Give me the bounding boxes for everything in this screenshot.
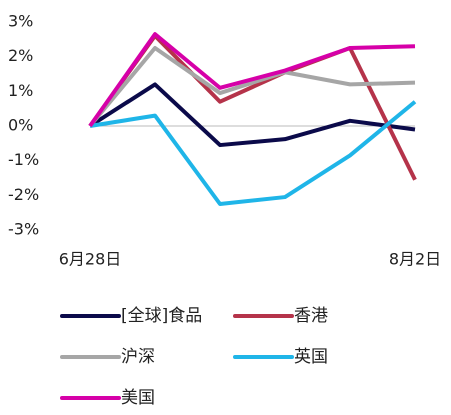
series-line xyxy=(89,100,417,206)
legend-label: 沪深 xyxy=(121,347,155,367)
legend-label: 英国 xyxy=(294,347,328,367)
series-line xyxy=(88,82,416,148)
x-tick-label: 6月28日 xyxy=(59,250,122,269)
legend-label: 美国 xyxy=(121,388,155,408)
y-tick-label: 0% xyxy=(8,116,33,135)
y-tick-label: -1% xyxy=(8,150,39,169)
x-tick-label: 8月2日 xyxy=(389,250,441,269)
y-tick-label: -2% xyxy=(8,185,39,204)
legend-label: 香港 xyxy=(294,306,328,326)
series-line xyxy=(88,32,416,128)
legend-label: [全球]食品 xyxy=(121,306,202,326)
y-tick-label: -3% xyxy=(8,220,39,239)
y-tick-label: 1% xyxy=(8,81,33,100)
y-tick-label: 3% xyxy=(8,12,33,31)
series-line xyxy=(88,46,416,128)
y-tick-label: 2% xyxy=(8,46,33,65)
